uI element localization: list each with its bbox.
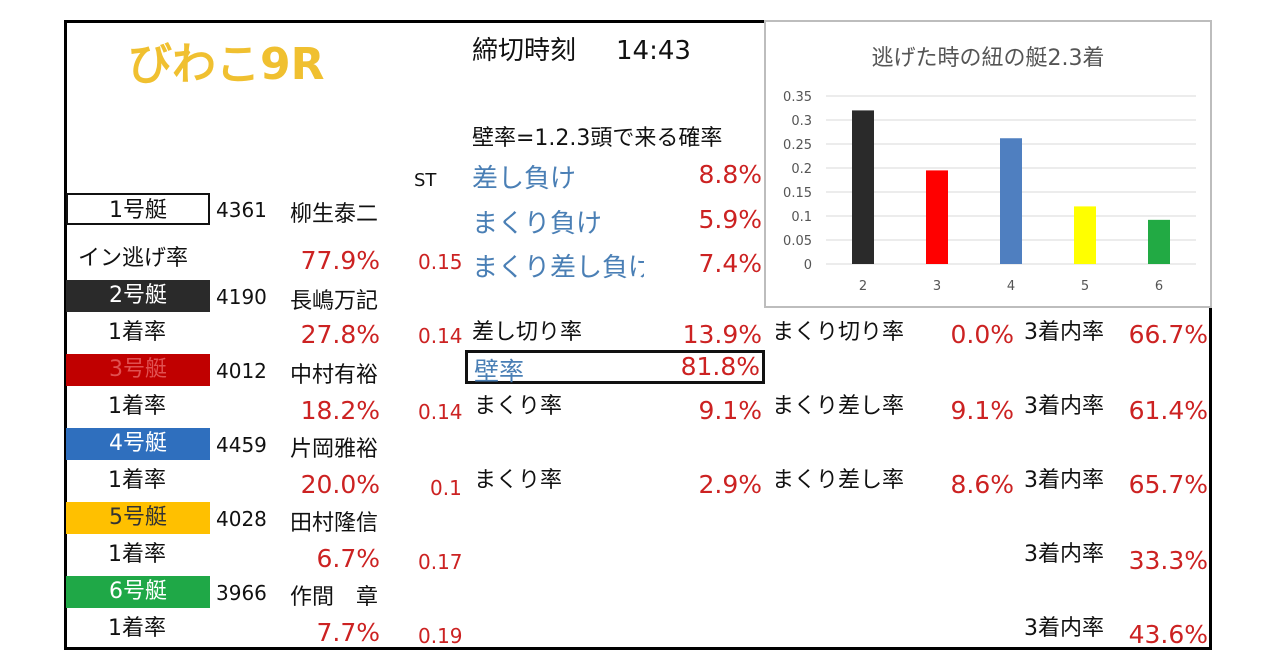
venue-race-title: びわこ9R bbox=[128, 39, 325, 90]
boat-6-top3-value: 43.6% bbox=[1128, 620, 1208, 649]
boat-3-st: 0.14 bbox=[418, 400, 463, 424]
boat-2-reg: 4190 bbox=[216, 285, 267, 309]
loss-sashi-label: 差し負け bbox=[472, 164, 577, 194]
deadline-time: 14:43 bbox=[616, 36, 691, 66]
boat-2-stat-value: 27.8% bbox=[300, 320, 380, 349]
kabe-probability-label: 壁率=1.2.3頭で来る確率 bbox=[472, 126, 723, 151]
y-tick-label: 0.05 bbox=[783, 234, 812, 249]
boat-1-label: 1号艇 bbox=[66, 193, 210, 225]
boat-4-makurisashi-label: まくり差し率 bbox=[772, 468, 905, 493]
makurikiri-value: 0.0% bbox=[950, 320, 1014, 349]
boat-5-name: 田村隆信 bbox=[290, 511, 379, 536]
card-frame bbox=[64, 20, 1212, 650]
y-tick-label: 0.1 bbox=[791, 210, 812, 225]
boat-4-makuri-value: 2.9% bbox=[698, 470, 762, 499]
boat-6-st: 0.19 bbox=[418, 624, 463, 648]
boat-6-stat-label: 1着率 bbox=[108, 616, 166, 641]
boat-4-stat-value: 20.0% bbox=[300, 470, 380, 499]
boat-3-stat-label: 1着率 bbox=[108, 394, 166, 419]
boat-1-name: 柳生泰二 bbox=[290, 202, 379, 227]
st-header: ST bbox=[414, 170, 437, 191]
y-tick-label: 0.3 bbox=[791, 114, 812, 129]
boat-1-stat-value: 77.9% bbox=[300, 246, 380, 275]
kabe-value: 81.8% bbox=[680, 352, 760, 381]
kabe-label: 壁率 bbox=[474, 357, 525, 386]
boat-6-top3-label: 3着内率 bbox=[1024, 616, 1104, 641]
deadline: 締切時刻 14:43 bbox=[472, 30, 691, 67]
deadline-label: 締切時刻 bbox=[472, 36, 577, 66]
boat-6-label: 6号艇 bbox=[66, 576, 210, 608]
y-tick-label: 0.15 bbox=[783, 186, 812, 201]
y-tick-label: 0.2 bbox=[791, 162, 812, 177]
x-tick-label: 2 bbox=[859, 279, 867, 294]
boat-2-top3-label: 3着内率 bbox=[1024, 320, 1104, 345]
boat-4-label: 4号艇 bbox=[66, 428, 210, 460]
loss-makuri-label: まくり負け bbox=[472, 209, 603, 239]
y-tick-label: 0.35 bbox=[783, 90, 812, 105]
boat-5-st: 0.17 bbox=[418, 550, 463, 574]
boat-4-st: 0.1 bbox=[430, 476, 462, 500]
bar bbox=[1074, 206, 1096, 264]
sashikiri-value: 13.9% bbox=[682, 320, 762, 349]
boat-2-stat-label: 1着率 bbox=[108, 320, 166, 345]
loss-makurisashi-value: 7.4% bbox=[698, 249, 762, 278]
boat-3-name: 中村有裕 bbox=[290, 363, 379, 388]
boat-4-reg: 4459 bbox=[216, 433, 267, 457]
boat-5-top3-label: 3着内率 bbox=[1024, 542, 1104, 567]
sashikiri-label: 差し切り率 bbox=[472, 320, 583, 345]
x-tick-label: 4 bbox=[1007, 279, 1015, 294]
chart-title: 逃げた時の紐の艇2.3着 bbox=[871, 46, 1105, 71]
boat-3-stat-value: 18.2% bbox=[300, 396, 380, 425]
y-tick-label: 0 bbox=[804, 258, 812, 273]
boat-4-stat-label: 1着率 bbox=[108, 468, 166, 493]
boat-2-st: 0.14 bbox=[418, 324, 463, 348]
boat-5-label: 5号艇 bbox=[66, 502, 210, 534]
boat-3-top3-label: 3着内率 bbox=[1024, 394, 1104, 419]
bar bbox=[1000, 138, 1022, 264]
boat-6-reg: 3966 bbox=[216, 581, 267, 605]
boat-1-st: 0.15 bbox=[418, 250, 463, 274]
boat-4-makurisashi-value: 8.6% bbox=[950, 470, 1014, 499]
loss-sashi-value: 8.8% bbox=[698, 160, 762, 189]
boat-2-label: 2号艇 bbox=[66, 280, 210, 312]
boat-5-reg: 4028 bbox=[216, 507, 267, 531]
boat-6-stat-value: 7.7% bbox=[316, 618, 380, 647]
boat-1-reg: 4361 bbox=[216, 198, 267, 222]
chart-panel: 逃げた時の紐の艇2.3着 0 0.05 0.1 0.15 0.2 0.25 0.3 0.35 2… bbox=[764, 20, 1212, 308]
boat-6-name: 作間 章 bbox=[290, 585, 379, 610]
boat-4-makuri-label: まくり率 bbox=[474, 468, 563, 493]
boat-3-label: 3号艇 bbox=[66, 354, 210, 386]
bar bbox=[926, 170, 948, 264]
bar-chart: 0 0.05 0.1 0.15 0.2 0.25 0.3 0.35 2 3 4 5 6 bbox=[783, 90, 1196, 294]
loss-makurisashi-label: まくり差し負け bbox=[472, 253, 644, 283]
boat-3-reg: 4012 bbox=[216, 359, 267, 383]
bar bbox=[852, 110, 874, 265]
boat-5-top3-value: 33.3% bbox=[1128, 546, 1208, 575]
kabe-box bbox=[465, 350, 765, 384]
loss-makuri-value: 5.9% bbox=[698, 205, 762, 234]
makurikiri-label: まくり切り率 bbox=[772, 320, 905, 345]
y-tick-label: 0.25 bbox=[783, 138, 812, 153]
boat-2-top3-value: 66.7% bbox=[1128, 320, 1208, 349]
boat-3-makuri-value: 9.1% bbox=[698, 396, 762, 425]
boat-5-stat-value: 6.7% bbox=[316, 544, 380, 573]
x-tick-label: 6 bbox=[1155, 279, 1163, 294]
boat-3-makurisashi-label: まくり差し率 bbox=[772, 394, 905, 419]
boat-4-top3-label: 3着内率 bbox=[1024, 468, 1104, 493]
bar bbox=[1148, 219, 1170, 264]
boat-4-top3-value: 65.7% bbox=[1128, 470, 1208, 499]
boat-3-makuri-label: まくり率 bbox=[474, 394, 563, 419]
x-tick-label: 3 bbox=[933, 279, 941, 294]
boat-4-name: 片岡雅裕 bbox=[290, 437, 379, 462]
boat-1-stat-label: イン逃げ率 bbox=[78, 246, 189, 271]
boat-3-top3-value: 61.4% bbox=[1128, 396, 1208, 425]
boat-5-stat-label: 1着率 bbox=[108, 542, 166, 567]
boat-3-makurisashi-value: 9.1% bbox=[950, 396, 1014, 425]
x-tick-label: 5 bbox=[1081, 279, 1089, 294]
boat-2-name: 長嶋万記 bbox=[290, 289, 379, 314]
